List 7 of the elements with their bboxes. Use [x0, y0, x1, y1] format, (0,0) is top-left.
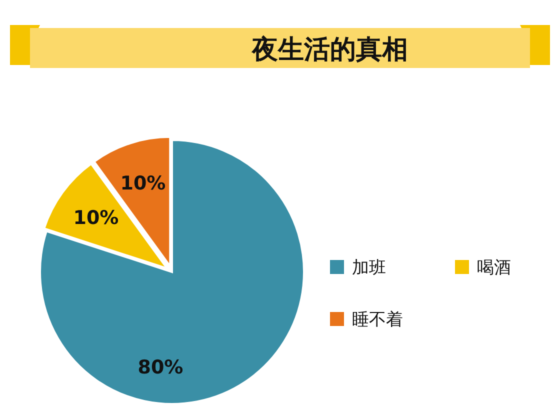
data-label: 10%: [120, 172, 166, 195]
data-label: 80%: [138, 356, 184, 378]
legend-label: 喝酒: [477, 258, 511, 278]
data-label: 10%: [73, 206, 119, 229]
legend-label: 加班: [352, 258, 386, 278]
chart-title: 夜生活的真相: [251, 35, 408, 65]
legend-label: 睡不着: [352, 310, 403, 330]
